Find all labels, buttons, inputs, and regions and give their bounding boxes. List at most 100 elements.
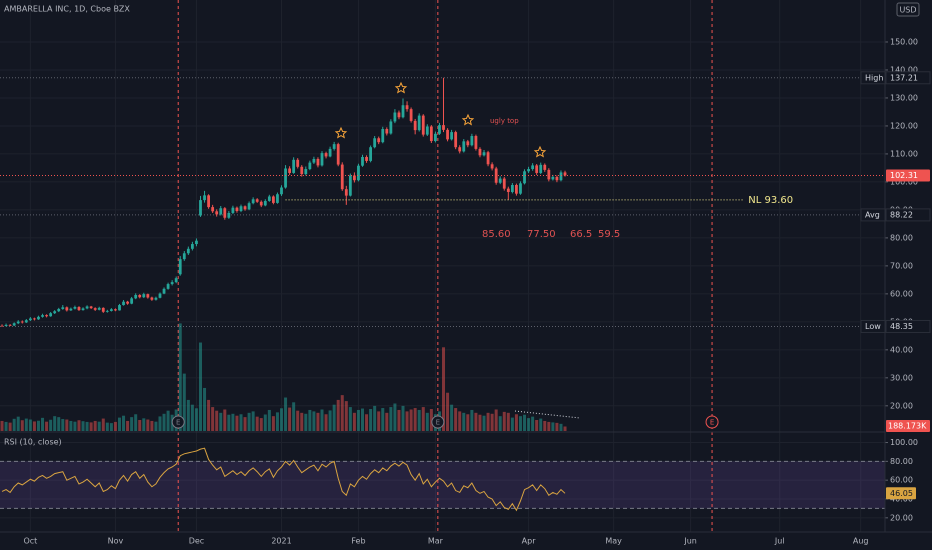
volume-bar xyxy=(312,411,316,431)
candle-body xyxy=(65,307,69,311)
volume-bar xyxy=(478,414,482,431)
volume-bar xyxy=(4,421,8,431)
volume-bar xyxy=(203,387,207,431)
candle-body xyxy=(215,211,219,215)
y-tick-label: 100.00 xyxy=(890,438,918,447)
volume-bar xyxy=(97,421,101,431)
candle-body xyxy=(336,144,340,165)
volume-bar xyxy=(0,420,4,431)
volume-bar xyxy=(482,415,486,431)
volume-bar xyxy=(385,412,389,431)
candle-body xyxy=(288,168,291,173)
rsi-title: RSI (10, close) xyxy=(4,438,62,447)
candle-body xyxy=(118,305,121,311)
candle-body xyxy=(255,199,259,202)
candle-body xyxy=(207,195,210,208)
annotation: 85.60 xyxy=(482,229,511,240)
volume-bar xyxy=(49,419,53,431)
volume-bar xyxy=(296,410,300,431)
volume-bar xyxy=(498,416,502,431)
annotation: 66.5 xyxy=(570,229,592,240)
volume-bar xyxy=(365,414,369,431)
volume-bar xyxy=(494,409,498,431)
volume-bar xyxy=(16,416,20,431)
volume-bar xyxy=(150,420,154,431)
stat-name: High xyxy=(865,73,883,82)
candle-body xyxy=(162,288,166,294)
volume-bar xyxy=(328,410,332,431)
volume-bar xyxy=(89,422,93,431)
volume-bar xyxy=(109,423,113,431)
volume-bar xyxy=(259,418,263,431)
candle-body xyxy=(324,153,328,157)
event-label: E xyxy=(436,419,440,427)
volume-bar xyxy=(361,408,365,431)
volume-bar xyxy=(117,417,121,431)
volume-bar xyxy=(304,413,308,431)
candle-body xyxy=(478,148,482,156)
y-tick-label: 60.00 xyxy=(890,476,913,485)
stat-value-box xyxy=(885,208,931,222)
candle-body xyxy=(401,105,405,118)
volume-bar xyxy=(381,408,385,431)
volume-bar xyxy=(138,420,142,431)
volume-bar xyxy=(113,421,117,431)
candle-body xyxy=(389,121,393,134)
volume-bar xyxy=(344,401,348,431)
volume-bar xyxy=(458,411,462,431)
volume-bar xyxy=(316,412,320,431)
volume-bar xyxy=(53,416,57,431)
level-label: NL 93.60 xyxy=(748,195,793,206)
volume-bar xyxy=(352,412,356,431)
candle-body xyxy=(166,284,170,289)
candle-body xyxy=(361,157,364,166)
x-tick-label: Mar xyxy=(428,537,444,546)
candle-body xyxy=(77,307,81,311)
candle-body xyxy=(178,259,182,275)
volume-bar xyxy=(348,407,352,431)
star xyxy=(533,145,547,158)
candle-body xyxy=(539,164,543,173)
candle-body xyxy=(490,164,494,169)
volume-bar xyxy=(551,422,555,431)
candle-body xyxy=(235,207,239,212)
volume-bar xyxy=(421,407,425,431)
candle-body xyxy=(231,207,235,213)
x-tick-label: 2021 xyxy=(271,537,291,546)
volume-bar xyxy=(446,392,450,431)
candle-body xyxy=(89,306,93,309)
candle-body xyxy=(109,309,113,311)
candle-body xyxy=(523,171,526,184)
volume-trend-line xyxy=(514,410,581,419)
volume-bar xyxy=(462,412,466,431)
stat-value-box xyxy=(885,71,931,85)
candle-body xyxy=(73,307,77,309)
volume-bar xyxy=(231,413,235,431)
volume-bar xyxy=(12,418,16,431)
candle-body xyxy=(16,321,20,324)
volume-bar xyxy=(32,421,36,431)
candle-body xyxy=(142,294,146,298)
candle-body xyxy=(211,207,215,212)
candle-body xyxy=(219,208,223,215)
stat-value-box xyxy=(885,319,931,333)
candle-body xyxy=(280,187,283,195)
candle-body xyxy=(308,162,312,170)
volume-bar xyxy=(470,409,474,431)
candle-body xyxy=(114,309,117,311)
volume-bar xyxy=(518,416,522,431)
volume-bar xyxy=(563,426,567,431)
y-tick-label: 60.00 xyxy=(890,289,913,298)
volume-bar xyxy=(523,414,527,431)
candle-body xyxy=(470,136,474,146)
candle-body xyxy=(425,126,429,135)
volume-bar xyxy=(506,412,510,431)
volume-bar xyxy=(275,412,279,431)
candle-body xyxy=(174,278,178,283)
volume-bar xyxy=(539,418,543,431)
candle-body xyxy=(53,311,57,314)
x-tick-label: Oct xyxy=(23,537,37,546)
candle-body xyxy=(259,201,263,206)
